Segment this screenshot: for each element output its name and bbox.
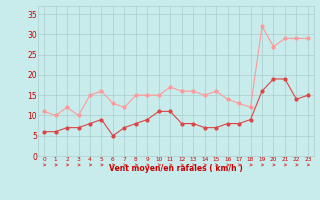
X-axis label: Vent moyen/en rafales ( km/h ): Vent moyen/en rafales ( km/h ): [109, 164, 243, 173]
